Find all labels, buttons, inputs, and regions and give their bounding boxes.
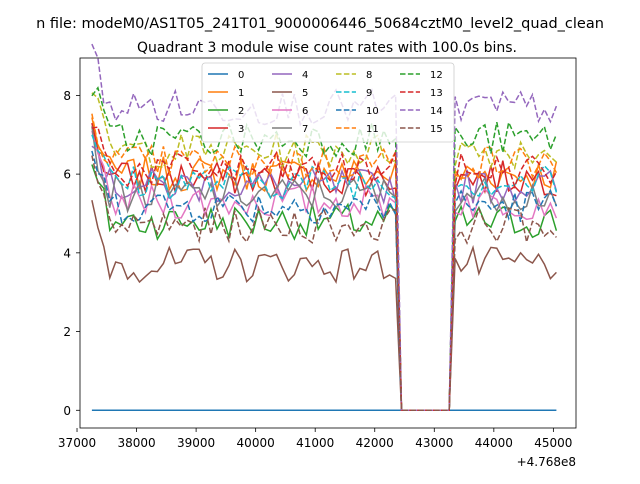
x-tick-label: 37000 [58, 436, 96, 450]
x-offset-label: +4.768e8 [517, 455, 576, 469]
y-tick-label: 2 [63, 325, 71, 339]
x-tick-label: 43000 [415, 436, 453, 450]
legend-label-13: 13 [430, 88, 443, 99]
x-tick-label: 44000 [475, 436, 513, 450]
y-tick-label: 4 [63, 246, 71, 260]
legend-label-8: 8 [366, 70, 372, 81]
legend-label-10: 10 [366, 106, 379, 117]
legend-label-5: 5 [302, 88, 308, 99]
legend-label-12: 12 [430, 70, 443, 81]
legend-label-4: 4 [302, 70, 308, 81]
legend-label-7: 7 [302, 124, 308, 135]
chart-title: Quadrant 3 module wise count rates with … [137, 40, 517, 56]
series-line-9 [91, 134, 558, 412]
x-tick-label: 42000 [356, 436, 394, 450]
legend-label-0: 0 [238, 70, 244, 81]
series-layer [91, 43, 558, 412]
legend-label-14: 14 [430, 106, 443, 117]
series-line-5 [91, 200, 557, 412]
x-tick-label: 40000 [237, 436, 275, 450]
series-line-4 [91, 145, 558, 412]
series-line-10 [91, 150, 558, 412]
legend-label-15: 15 [430, 124, 443, 135]
y-tick-label: 6 [63, 168, 71, 182]
x-tick-label: 45000 [534, 436, 572, 450]
legend-label-11: 11 [366, 124, 379, 135]
legend-label-9: 9 [366, 88, 372, 99]
legend-label-2: 2 [238, 106, 244, 117]
x-tick-label: 39000 [177, 436, 215, 450]
legend-box [201, 62, 455, 143]
series-line-8 [91, 92, 557, 412]
series-line-15 [91, 155, 557, 412]
x-tick-label: 38000 [117, 436, 155, 450]
y-tick-label: 0 [63, 404, 71, 418]
x-tick-label: 41000 [296, 436, 334, 450]
series-line-7 [91, 126, 558, 412]
series-line-11 [91, 113, 558, 412]
y-axis: 0 2 4 6 8 [63, 89, 80, 418]
series-line-3 [91, 122, 557, 412]
legend-label-6: 6 [302, 106, 308, 117]
x-axis: 37000 38000 39000 40000 41000 42000 43000 44000… [58, 428, 572, 450]
legend-label-1: 1 [238, 88, 244, 99]
legend-label-3: 3 [238, 124, 244, 135]
series-line-13 [91, 126, 558, 412]
axes-frame [79, 57, 577, 429]
y-tick-label: 8 [63, 89, 71, 103]
figure-suptitle: n file: modeM0/AS1T05_241T01_9000006446_… [36, 16, 604, 32]
series-line-12 [91, 86, 558, 412]
